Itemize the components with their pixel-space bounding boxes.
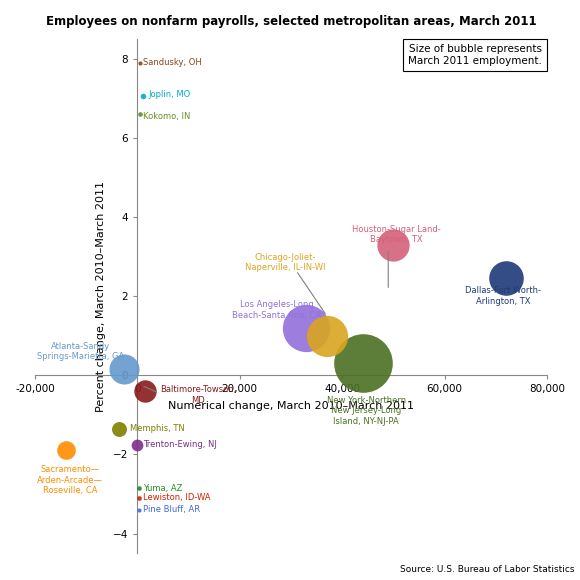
Text: Yuma, AZ: Yuma, AZ [143,484,183,492]
Point [389,240,398,249]
Text: Joplin, MO: Joplin, MO [148,90,191,99]
Point [140,386,150,396]
Text: Chicago-Joliet-
Naperville, IL-IN-WI: Chicago-Joliet- Naperville, IL-IN-WI [245,253,325,272]
Text: Kokomo, IN: Kokomo, IN [143,111,191,121]
Y-axis label: Percent change, March 2010–March 2011: Percent change, March 2010–March 2011 [96,180,106,412]
Point [501,274,510,283]
Text: Atlanta-Sandy
Springs-Marietta, GA: Atlanta-Sandy Springs-Marietta, GA [38,342,125,361]
Text: Sandusky, OH: Sandusky, OH [143,58,202,67]
Text: Pine Bluff, AR: Pine Bluff, AR [143,505,201,514]
Point [115,424,124,433]
Text: Houston-Sugar Land-
Baytown, TX: Houston-Sugar Land- Baytown, TX [353,225,441,245]
Point [134,484,143,493]
Text: Source: U.S. Bureau of Labor Statistics: Source: U.S. Bureau of Labor Statistics [400,565,574,574]
Text: Size of bubble represents
March 2011 employment.: Size of bubble represents March 2011 emp… [408,44,542,66]
Point [120,365,129,374]
Point [134,505,143,514]
Point [134,494,143,503]
Point [133,440,142,449]
Text: New York-Northern
New Jersey-Long
Island, NY-NJ-PA: New York-Northern New Jersey-Long Island… [327,396,406,426]
Text: Lewiston, ID-WA: Lewiston, ID-WA [143,494,211,502]
Text: Sacramento—
Arden-Arcade—
Roseville, CA: Sacramento— Arden-Arcade— Roseville, CA [38,465,103,495]
Point [135,110,144,119]
Point [322,331,331,340]
Point [358,359,367,368]
Title: Employees on nonfarm payrolls, selected metropolitan areas, March 2011: Employees on nonfarm payrolls, selected … [46,15,537,28]
Point [135,58,144,67]
Text: Los Angeles-Long
Beach-Santa Ana, CA: Los Angeles-Long Beach-Santa Ana, CA [232,300,321,320]
Point [61,446,70,455]
Text: Baltimore-Towson,
MD: Baltimore-Towson, MD [160,385,237,405]
Text: Dallas-Fort Worth-
Arlington, TX: Dallas-Fort Worth- Arlington, TX [465,287,541,306]
Text: Trenton-Ewing, NJ: Trenton-Ewing, NJ [143,440,218,449]
Point [139,92,148,101]
Point [302,323,311,332]
X-axis label: Numerical change, March 2010–March 2011: Numerical change, March 2010–March 2011 [168,401,414,411]
Text: Memphis, TN: Memphis, TN [129,424,184,433]
